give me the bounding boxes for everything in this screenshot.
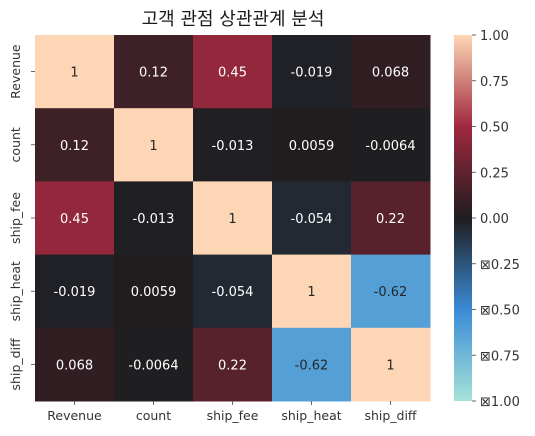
heatmap-cell: [35, 181, 115, 256]
colorbar-tick-label: 0.25: [480, 166, 509, 181]
chart-title: 고객 관점 상관관계 분석: [142, 9, 325, 30]
cell-value-label: 0.0059: [131, 285, 177, 300]
cell-value-label: -0.62: [295, 358, 329, 373]
cell-value-label: 0.22: [218, 358, 247, 373]
heatmap-cell: [351, 108, 431, 182]
y-tick-label: ship_diff: [8, 338, 23, 390]
colorbar-tick-label: 1.00: [480, 29, 509, 44]
y-tick-label: Revenue: [8, 44, 23, 99]
heatmap-cell: [193, 327, 273, 402]
cell-value-label: 0.0059: [289, 139, 335, 154]
colorbar-tick-label: 0.00: [480, 212, 509, 227]
cell-value-label: 0.068: [372, 66, 409, 81]
colorbar-gradient: [454, 35, 472, 401]
heatmap-cell: [114, 254, 194, 329]
heatmap-cell: [351, 254, 431, 329]
cell-value-label: 0.22: [376, 212, 405, 227]
heatmap-cell: [272, 35, 352, 109]
y-tick-label: ship_heat: [8, 261, 23, 321]
colorbar: 1.00 0.75 0.50 0.25 0.00 ⊠0.25 ⊠0.50 ⊠0.75 ⊠1.00: [454, 29, 520, 410]
cell-value-label: -0.013: [133, 212, 175, 227]
y-tick-label: ship_fee: [8, 192, 23, 244]
cell-value-label: 1: [228, 212, 236, 227]
heatmap-cell: [35, 327, 115, 402]
heatmap-cell: [351, 327, 431, 402]
heatmap-cell: [114, 108, 194, 182]
x-tick-label: count: [136, 408, 171, 423]
heatmap-cell: [193, 108, 273, 182]
x-tick-label: ship_fee: [207, 408, 259, 423]
cell-value-label: -0.0064: [365, 139, 415, 154]
heatmap-cells: 1 0.12 0.45 -0.019 0.068 0.12 1 -0.013 0.0059 -0.…: [35, 35, 431, 402]
cell-value-label: 1: [307, 285, 315, 300]
heatmap-cell: [272, 254, 352, 329]
colorbar-tick-label: 0.75: [480, 75, 509, 90]
cell-value-label: 0.068: [56, 358, 93, 373]
cell-value-label: 1: [70, 66, 78, 81]
colorbar-tick-label: ⊠0.25: [480, 258, 520, 273]
cell-value-label: 1: [149, 139, 157, 154]
cell-value-label: -0.019: [291, 66, 333, 81]
cell-value-label: -0.62: [374, 285, 408, 300]
heatmap-cell: [193, 254, 273, 329]
heatmap-cell: [351, 35, 431, 109]
cell-value-label: -0.054: [212, 285, 254, 300]
heatmap-cell: [193, 181, 273, 256]
x-tick-label: ship_heat: [281, 408, 341, 423]
heatmap-cell: [272, 181, 352, 256]
cell-value-label: -0.019: [54, 285, 96, 300]
cell-value-label: -0.0064: [128, 358, 178, 373]
y-tick-label: count: [8, 127, 23, 162]
cell-value-label: -0.054: [291, 212, 333, 227]
heatmap-cell: [35, 108, 115, 182]
heatmap-cell: [114, 181, 194, 256]
heatmap-cell: [35, 254, 115, 329]
heatmap-cell: [351, 181, 431, 256]
heatmap-cell: [114, 327, 194, 402]
x-tick-labels: Revenue count ship_fee ship_heat ship_diff: [47, 401, 417, 423]
cell-value-label: 0.12: [60, 139, 89, 154]
heatmap-cell: [35, 35, 115, 109]
colorbar-tick-label: 0.50: [480, 121, 509, 136]
cell-value-label: 0.45: [60, 212, 89, 227]
heatmap-cell: [114, 35, 194, 109]
heatmap-cell: [193, 35, 273, 109]
cell-value-label: 0.45: [218, 66, 247, 81]
cell-value-label: 1: [386, 358, 394, 373]
x-tick-label: Revenue: [47, 408, 102, 423]
heatmap-cell: [272, 327, 352, 402]
y-tick-labels: Revenue count ship_fee ship_heat ship_diff: [8, 44, 35, 390]
colorbar-tick-label: ⊠0.75: [480, 349, 520, 364]
colorbar-tick-label: ⊠0.50: [480, 304, 520, 319]
colorbar-tick-label: ⊠1.00: [480, 395, 520, 410]
x-tick-label: ship_diff: [364, 408, 416, 423]
cell-value-label: 0.12: [139, 66, 168, 81]
heatmap-cell: [272, 108, 352, 182]
cell-value-label: -0.013: [212, 139, 254, 154]
